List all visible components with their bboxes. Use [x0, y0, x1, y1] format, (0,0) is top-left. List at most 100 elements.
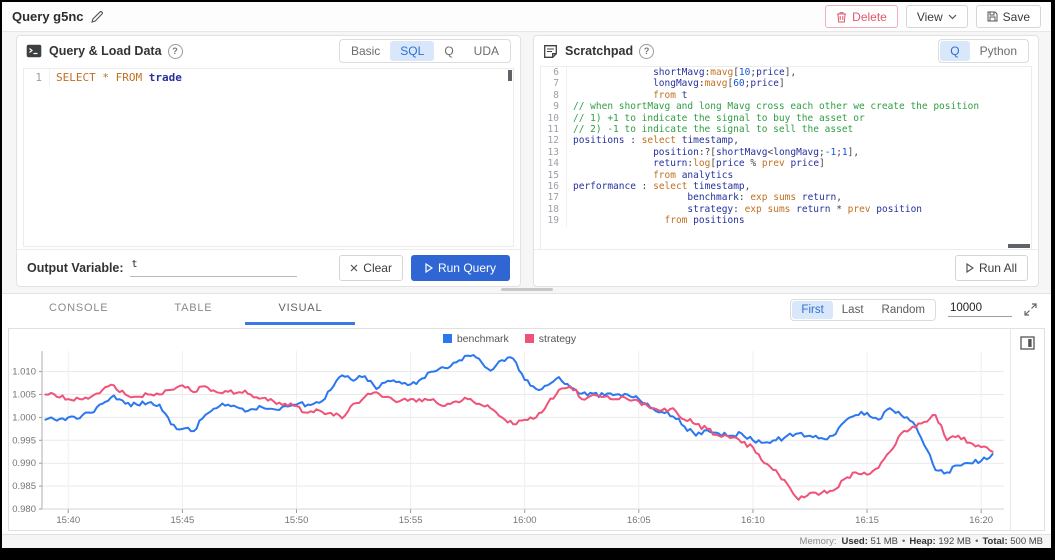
- results-controls: FirstLastRandom: [790, 294, 1051, 325]
- code-token: exp: [745, 204, 762, 215]
- sample-mode-last[interactable]: Last: [833, 301, 873, 319]
- line-number: 18: [541, 204, 567, 215]
- expand-icon[interactable]: [1024, 303, 1037, 316]
- run-all-button[interactable]: Run All: [955, 255, 1028, 281]
- query-lang-tab-uda[interactable]: UDA: [464, 41, 509, 61]
- sample-mode-random[interactable]: Random: [873, 301, 934, 319]
- code-token: mavg: [710, 67, 733, 78]
- run-query-label: Run Query: [438, 261, 496, 275]
- code-token: ]: [819, 158, 825, 169]
- separator: •: [902, 536, 905, 547]
- code-token: position: [876, 204, 922, 215]
- query-lang-tab-basic[interactable]: Basic: [341, 41, 390, 61]
- save-button[interactable]: Save: [976, 5, 1041, 28]
- svg-text:0.995: 0.995: [12, 435, 36, 446]
- line-number: 19: [541, 215, 567, 226]
- chart-side-strip: [1010, 329, 1044, 530]
- save-icon: [987, 11, 998, 22]
- memory-stat: Heap: 192 MB: [909, 536, 971, 547]
- query-language-tabs: BasicSQLQUDA: [339, 39, 511, 63]
- code-token: price: [756, 67, 785, 78]
- svg-text:15:40: 15:40: [56, 515, 80, 526]
- query-lang-tab-sql[interactable]: SQL: [390, 41, 434, 61]
- help-icon[interactable]: ?: [168, 44, 183, 59]
- output-variable-input[interactable]: [130, 259, 297, 277]
- code-token: return: [802, 192, 836, 203]
- code-token: [573, 78, 653, 89]
- edit-title-icon[interactable]: [91, 11, 103, 23]
- save-label: Save: [1003, 10, 1030, 24]
- svg-text:16:10: 16:10: [741, 515, 765, 526]
- separator: •: [975, 536, 978, 547]
- query-lang-tab-q[interactable]: Q: [434, 41, 463, 61]
- code-token: prev: [848, 204, 871, 215]
- results-tab-visual[interactable]: VISUAL: [245, 294, 355, 325]
- code-token: position: [653, 147, 699, 158]
- collapse-panel-icon[interactable]: [1019, 335, 1037, 351]
- memory-label: Memory:: [800, 536, 837, 547]
- trash-icon: [836, 11, 847, 23]
- code-line: 8 from t: [541, 90, 1031, 101]
- code-line: 17 benchmark: exp sums return,: [541, 192, 1031, 203]
- svg-text:16:00: 16:00: [513, 515, 537, 526]
- code-line: 1SELECT * FROM trade: [24, 69, 513, 86]
- scratchpad-title: Scratchpad: [565, 44, 633, 58]
- close-icon: [350, 264, 358, 272]
- svg-text:16:15: 16:15: [855, 515, 879, 526]
- line-number: 13: [541, 147, 567, 158]
- panel-resize-handle[interactable]: [2, 286, 1051, 293]
- legend-item-strategy[interactable]: strategy: [525, 333, 576, 345]
- line-chart[interactable]: 0.9800.9850.9900.9951.0001.0051.01015:40…: [9, 345, 1010, 531]
- legend-label: benchmark: [457, 333, 509, 345]
- code-token: performance: [573, 181, 636, 192]
- code-token: timestamp: [682, 135, 733, 146]
- svg-text:1.005: 1.005: [12, 390, 36, 401]
- view-button[interactable]: View: [906, 5, 968, 28]
- query-panel-header: Query & Load Data ? BasicSQLQUDA: [17, 36, 520, 66]
- delete-button[interactable]: Delete: [825, 5, 898, 28]
- code-token: select: [653, 181, 687, 192]
- line-number: 12: [541, 135, 567, 146]
- query-panel-title: Query & Load Data: [49, 44, 162, 58]
- code-token: sums: [773, 192, 796, 203]
- code-token: ],: [785, 67, 796, 78]
- code-token: // 2) -1 to indicate the signal to sell …: [573, 124, 853, 135]
- code-token: strategy: [687, 204, 733, 215]
- legend-swatch: [525, 334, 534, 343]
- scratchpad-lang-tab-python[interactable]: Python: [970, 41, 1027, 61]
- results-tab-bar: CONSOLETABLEVISUAL FirstLastRandom: [2, 294, 1051, 325]
- code-token: [573, 67, 653, 78]
- line-number: 1: [24, 69, 50, 86]
- editor-scrollbar[interactable]: [1008, 244, 1030, 248]
- line-number: 6: [541, 67, 567, 78]
- chart-axes: 0.9800.9850.9900.9951.0001.0051.01015:40…: [12, 351, 1004, 526]
- scratchpad-lang-tab-q[interactable]: Q: [940, 41, 969, 61]
- sample-mode-first[interactable]: First: [792, 301, 832, 319]
- app-window: Query g5nc Delete View Save: [2, 2, 1051, 548]
- header-actions: Delete View Save: [825, 5, 1041, 28]
- clear-button[interactable]: Clear: [339, 255, 403, 281]
- code-line: 11// 2) -1 to indicate the signal to sel…: [541, 124, 1031, 135]
- page-title: Query g5nc: [12, 9, 84, 24]
- scratchpad-panel: Scratchpad ? QPython 6 shortMavg:mavg[10…: [533, 35, 1039, 287]
- code-token: [573, 158, 653, 169]
- code-token: t: [682, 90, 688, 101]
- svg-text:1.000: 1.000: [12, 412, 36, 423]
- code-token: price: [716, 158, 745, 169]
- code-line: 16performance : select timestamp,: [541, 181, 1031, 192]
- run-query-button[interactable]: Run Query: [411, 255, 510, 281]
- results-tab-table[interactable]: TABLE: [141, 294, 245, 325]
- sql-editor[interactable]: 1SELECT * FROM trade: [23, 68, 514, 247]
- code-token: [573, 147, 653, 158]
- legend-item-benchmark[interactable]: benchmark: [443, 333, 509, 345]
- code-line: 7 longMavg:mavg[60;price]: [541, 78, 1031, 89]
- results-tab-console[interactable]: CONSOLE: [16, 294, 141, 325]
- svg-text:0.980: 0.980: [12, 504, 36, 515]
- code-token: :: [624, 135, 641, 146]
- row-limit-input[interactable]: [948, 302, 1012, 317]
- terminal-icon: [26, 44, 42, 58]
- editor-scrollbar[interactable]: [508, 70, 512, 81]
- help-icon[interactable]: ?: [639, 44, 654, 59]
- scratchpad-editor[interactable]: 6 shortMavg:mavg[10;price],7 longMavg:ma…: [540, 66, 1032, 250]
- code-token: 10: [739, 67, 750, 78]
